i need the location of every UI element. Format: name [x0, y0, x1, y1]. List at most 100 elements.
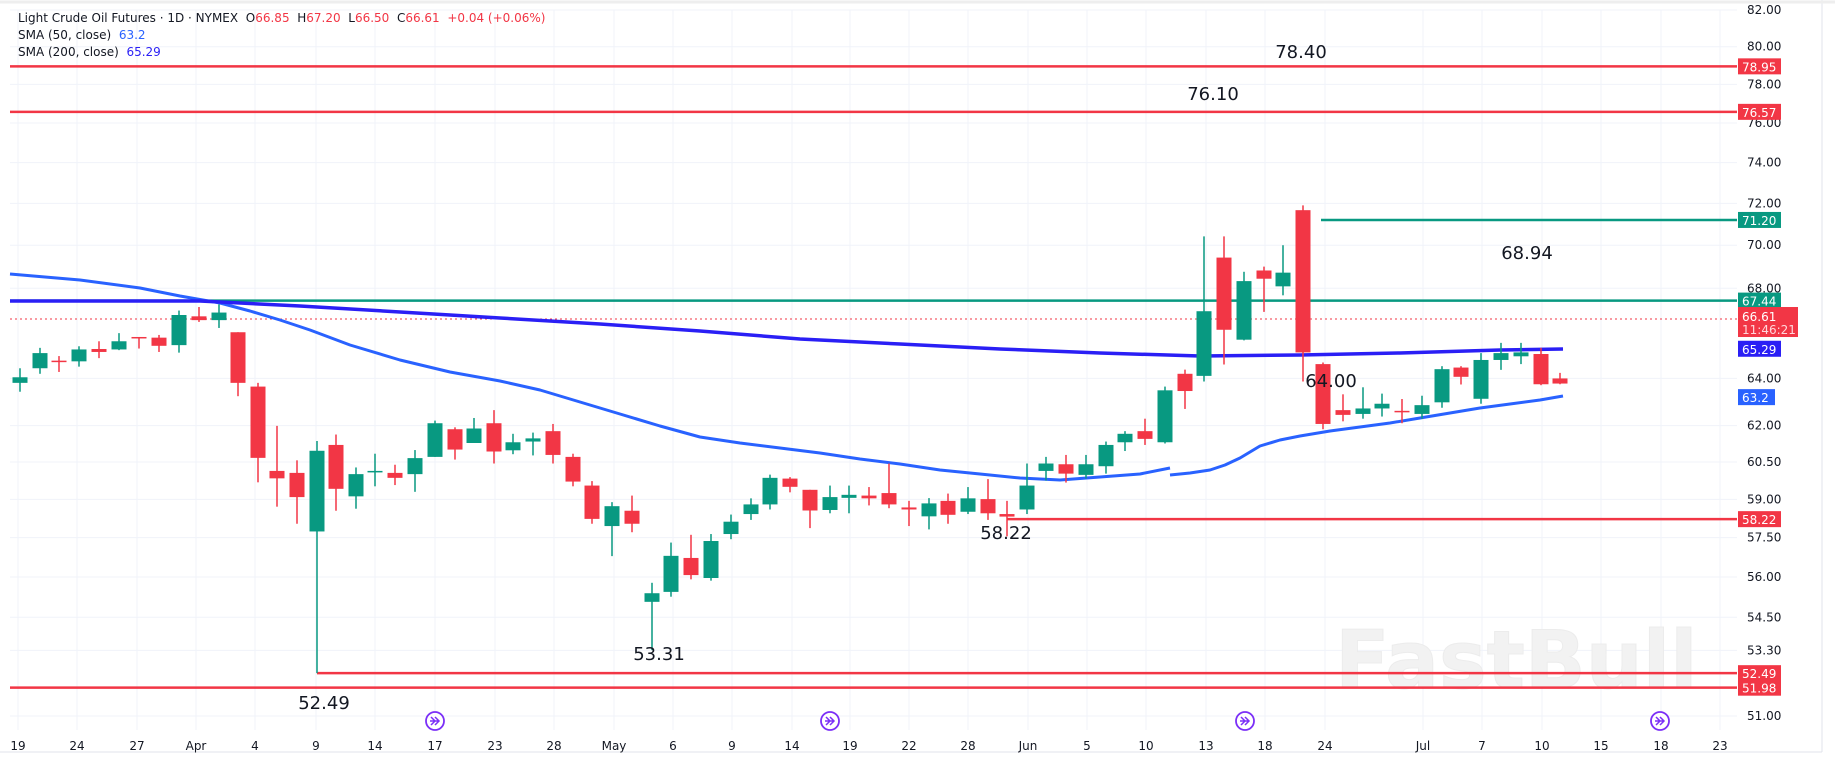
time-tick-label: Jun: [1018, 739, 1038, 753]
candle[interactable]: [1137, 418, 1153, 445]
candle[interactable]: [407, 450, 423, 492]
candle[interactable]: [822, 485, 838, 514]
candle[interactable]: [1315, 362, 1331, 430]
candle[interactable]: [683, 534, 699, 580]
price-tick-label: 59.00: [1747, 492, 1781, 506]
candle-body: [1394, 410, 1410, 413]
candle-body: [1473, 359, 1489, 399]
candle[interactable]: [1493, 342, 1509, 370]
candle[interactable]: [367, 453, 383, 487]
candle[interactable]: [921, 498, 937, 530]
candle[interactable]: [289, 460, 305, 524]
candle[interactable]: [901, 500, 917, 527]
candle[interactable]: [1335, 394, 1351, 422]
candle[interactable]: [269, 425, 285, 507]
candle[interactable]: [999, 500, 1015, 537]
candle[interactable]: [624, 495, 640, 533]
candle[interactable]: [51, 356, 67, 372]
candle[interactable]: [1196, 236, 1212, 382]
candle[interactable]: [250, 382, 266, 483]
candle[interactable]: [486, 410, 502, 464]
candle[interactable]: [1473, 353, 1489, 404]
candle-body: [348, 474, 364, 497]
candle[interactable]: [1216, 236, 1232, 365]
candle[interactable]: [1533, 347, 1549, 386]
candle[interactable]: [1453, 366, 1469, 385]
event-marker-icon[interactable]: [1235, 711, 1255, 731]
candle[interactable]: [1038, 456, 1054, 481]
legend-sma200-row[interactable]: SMA (200, close) 65.29: [18, 44, 545, 61]
candle[interactable]: [348, 467, 364, 509]
candle[interactable]: [762, 474, 778, 510]
candle[interactable]: [230, 332, 246, 397]
candle[interactable]: [1019, 463, 1035, 515]
sma50-value: 63.2: [118, 28, 146, 42]
candle-body: [505, 442, 521, 451]
candle[interactable]: [1394, 399, 1410, 424]
candle[interactable]: [309, 441, 325, 674]
legend-sma50-row[interactable]: SMA (50, close) 63.2: [18, 27, 545, 44]
candle[interactable]: [427, 420, 443, 457]
candle[interactable]: [545, 423, 561, 464]
candle-body: [250, 386, 266, 458]
candle[interactable]: [1295, 205, 1311, 382]
candle[interactable]: [743, 498, 759, 520]
candle[interactable]: [1552, 372, 1568, 385]
candle[interactable]: [584, 481, 600, 524]
candle[interactable]: [505, 433, 521, 455]
candle[interactable]: [1374, 393, 1390, 417]
candle[interactable]: [91, 341, 107, 359]
candle[interactable]: [387, 464, 403, 486]
legend-symbol-row[interactable]: Light Crude Oil Futures · 1D · NYMEX O66…: [18, 11, 546, 25]
candle[interactable]: [1513, 342, 1529, 365]
candle[interactable]: [940, 493, 956, 524]
candle[interactable]: [32, 347, 48, 374]
candle[interactable]: [1117, 431, 1133, 452]
candle[interactable]: [1256, 266, 1272, 312]
candle[interactable]: [111, 333, 127, 351]
candle[interactable]: [1434, 366, 1450, 408]
candle[interactable]: [151, 334, 167, 352]
candle[interactable]: [881, 463, 897, 509]
candle[interactable]: [980, 479, 996, 520]
candle[interactable]: [1414, 395, 1430, 419]
candle[interactable]: [131, 336, 147, 349]
candle[interactable]: [861, 487, 877, 506]
candle[interactable]: [703, 534, 719, 581]
candle[interactable]: [171, 310, 187, 353]
candle[interactable]: [1355, 387, 1371, 419]
candle[interactable]: [565, 453, 581, 487]
event-marker-icon[interactable]: [820, 711, 840, 731]
candle[interactable]: [1078, 454, 1094, 479]
candle[interactable]: [191, 307, 207, 322]
candle-body: [1453, 367, 1469, 377]
candle[interactable]: [466, 417, 482, 443]
candle[interactable]: [604, 502, 620, 557]
candle[interactable]: [447, 427, 463, 460]
candle[interactable]: [1098, 441, 1114, 474]
candle[interactable]: [663, 542, 679, 597]
candle[interactable]: [71, 346, 87, 367]
candle[interactable]: [841, 485, 857, 514]
candle[interactable]: [1275, 245, 1291, 296]
event-marker-icon[interactable]: [425, 711, 445, 731]
candle-body: [881, 493, 897, 505]
event-marker-icon[interactable]: [1650, 711, 1670, 731]
candle[interactable]: [782, 477, 798, 493]
candle[interactable]: [1177, 369, 1193, 409]
candle[interactable]: [644, 582, 660, 651]
candle[interactable]: [1236, 271, 1252, 341]
candle[interactable]: [211, 304, 227, 328]
candle[interactable]: [525, 432, 541, 456]
price-axis[interactable]: [1737, 0, 1835, 765]
candle[interactable]: [723, 514, 739, 540]
candle-body: [604, 506, 620, 527]
candle[interactable]: [1058, 454, 1074, 483]
candle[interactable]: [960, 487, 976, 515]
candle[interactable]: [1157, 386, 1173, 444]
candle[interactable]: [12, 368, 28, 392]
candle[interactable]: [328, 434, 344, 511]
candle[interactable]: [802, 489, 818, 529]
